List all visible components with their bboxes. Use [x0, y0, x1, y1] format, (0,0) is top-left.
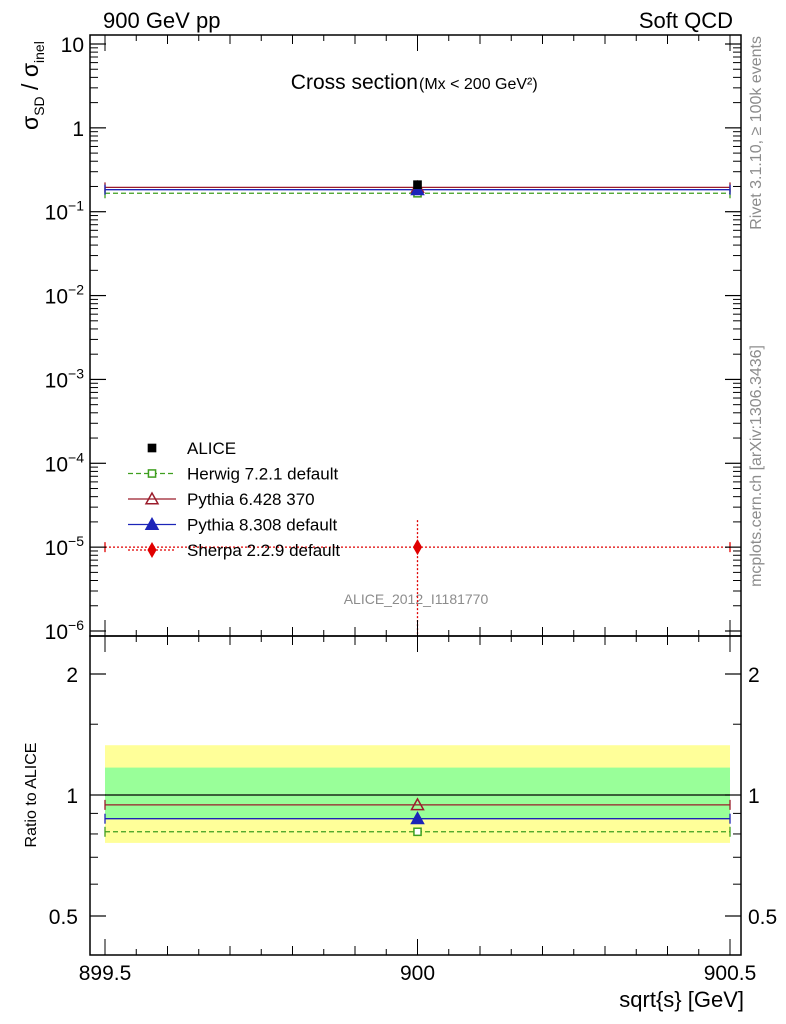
analysis-watermark: ALICE_2012_I1181770	[344, 591, 489, 607]
chart-subtitle: (Mx < 200 GeV²)	[419, 76, 538, 93]
ratio-marker-0	[413, 827, 422, 837]
xtick-label: 900.5	[704, 962, 757, 985]
header-left: 900 GeV pp	[103, 8, 220, 33]
svg-text:σSD / σinel: σSD / σinel	[17, 41, 47, 130]
legend-label-4: Sherpa 2.2.9 default	[187, 541, 340, 560]
ratio-ytick-label: 1	[66, 785, 78, 808]
main-ylabel: σSD / σinel	[17, 41, 47, 130]
legend-label-2: Pythia 6.428 370	[187, 490, 315, 509]
xtick-label: 899.5	[79, 962, 132, 985]
main-ytick-label: 10−4	[45, 449, 85, 476]
side-text-lower: mcplots.cern.ch [arXiv:1306.3436]	[748, 345, 765, 587]
legend-label-1: Herwig 7.2.1 default	[187, 465, 338, 484]
main-ytick-label: 10−6	[45, 617, 85, 644]
ratio-ytick-label-right: 1	[748, 785, 760, 808]
ratio-ytick-label-right: 2	[748, 664, 760, 687]
ratio-ylabel: Ratio to ALICE	[23, 743, 40, 848]
legend-marker-2	[144, 491, 160, 505]
main-ytick-label: 10−1	[45, 198, 85, 225]
chart-title: Cross section	[291, 71, 418, 94]
main-marker-3	[410, 182, 425, 196]
main-marker-0	[413, 180, 422, 190]
legend-label-0: ALICE	[187, 439, 236, 458]
legend-label-3: Pythia 8.308 default	[187, 516, 338, 535]
ratio-ytick-label: 0.5	[49, 906, 78, 929]
ratio-marker-2	[410, 811, 425, 825]
ratio-marker-1	[410, 797, 425, 811]
main-ytick-label: 1	[72, 118, 84, 141]
xtick-label: 900	[400, 962, 435, 985]
header-right: Soft QCD	[639, 8, 733, 33]
legend-marker-3	[144, 516, 160, 531]
main-ytick-label: 10−3	[45, 365, 85, 392]
ratio-ytick-label: 2	[66, 664, 78, 687]
main-ytick-label: 10−2	[45, 282, 85, 309]
main-ytick-label: 10	[61, 34, 84, 57]
legend-marker-0	[147, 443, 157, 453]
main-marker-4	[412, 539, 423, 556]
ratio-ytick-label-right: 0.5	[748, 906, 777, 929]
main-ytick-label: 10−5	[45, 533, 85, 560]
x-axis-label: sqrt{s} [GeV]	[619, 987, 744, 1012]
side-text-upper: Rivet 3.1.10, ≥ 100k events	[748, 36, 765, 230]
legend-marker-4	[147, 541, 157, 559]
legend-marker-1	[147, 469, 157, 478]
ratio-band-inner	[105, 767, 730, 820]
